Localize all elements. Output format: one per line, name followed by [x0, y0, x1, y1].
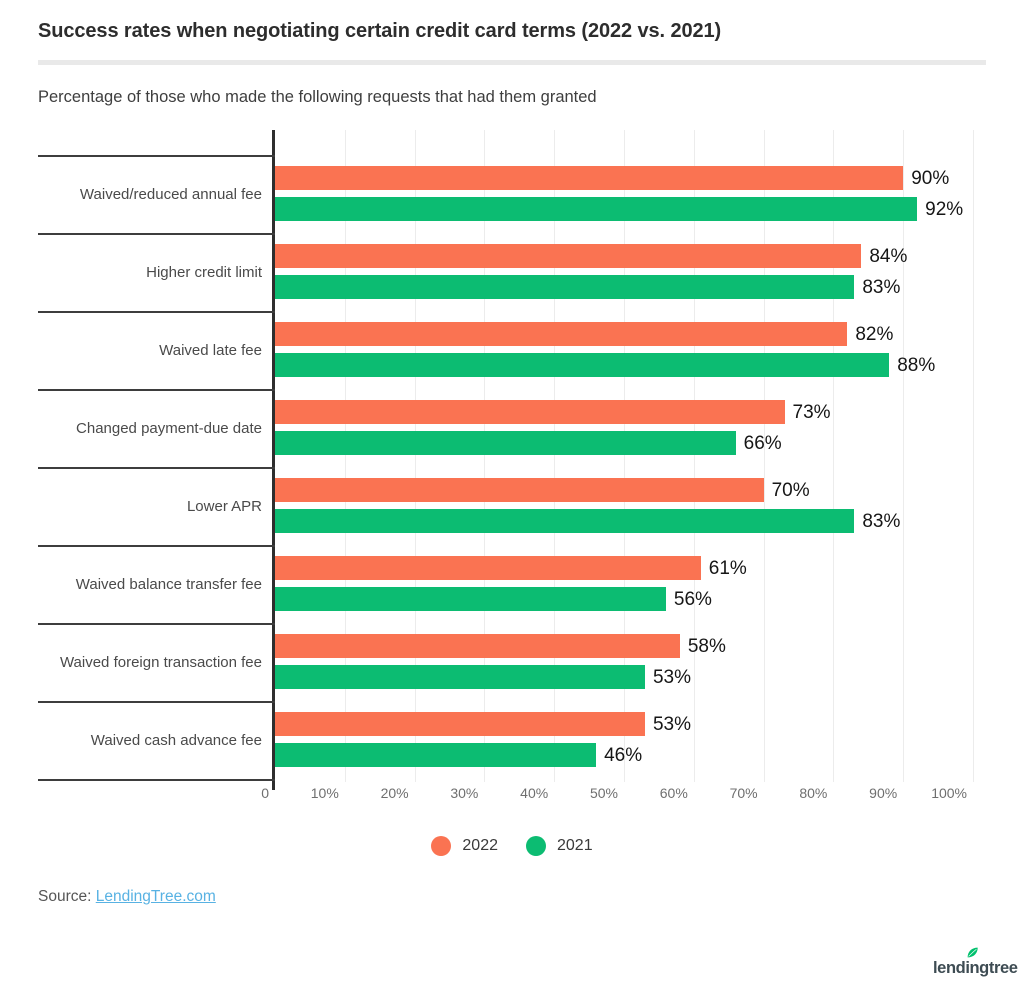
x-tick-label: 70% [729, 785, 758, 801]
legend-label: 2021 [557, 837, 593, 854]
x-tick-label: 40% [520, 785, 549, 801]
gridline [624, 130, 625, 782]
legend-item-2022: 2022 [431, 836, 498, 856]
row-separator [38, 155, 275, 157]
bar-value-label: 46% [604, 745, 643, 766]
bar-2022 [275, 166, 904, 190]
title-divider [38, 60, 986, 65]
bar-2021 [275, 275, 855, 299]
row-separator [38, 779, 275, 781]
bar-2021 [275, 353, 890, 377]
leaf-icon [967, 947, 978, 958]
row-separator [38, 233, 275, 235]
x-tick-label: 100% [931, 785, 967, 801]
lendingtree-logo: lendingtree [933, 946, 1019, 982]
bar-2022 [275, 556, 701, 580]
bar-2021 [275, 197, 918, 221]
bar-2021 [275, 743, 597, 767]
bar-2021 [275, 431, 736, 455]
bar-value-label: 83% [862, 511, 901, 532]
bar-value-label: 90% [911, 168, 950, 189]
legend-dot-icon [526, 836, 546, 856]
category-label: Waived foreign transaction fee [59, 653, 262, 671]
legend-dot-icon [431, 836, 452, 856]
category-label: Higher credit limit [146, 263, 262, 281]
bar-value-label: 53% [652, 714, 691, 735]
category-label: Waived/reduced annual fee [79, 185, 262, 203]
gridline [833, 130, 835, 782]
gridline [344, 130, 346, 782]
bar-value-label: 61% [708, 558, 747, 579]
source-label: Source: [38, 888, 92, 905]
x-tick-label: 0 [261, 785, 269, 801]
bar-value-label: 82% [855, 324, 894, 345]
gridline [763, 130, 765, 782]
bar-value-label: 53% [652, 667, 691, 688]
gridline [484, 130, 486, 782]
row-separator [38, 545, 275, 547]
bar-value-label: 92% [925, 199, 964, 220]
category-label: Lower APR [186, 497, 262, 515]
bar-value-label: 88% [897, 355, 936, 376]
logo-text: lendingtree [933, 959, 1018, 977]
legend-item-2021: 2021 [526, 836, 593, 856]
bar-value-label: 66% [743, 433, 782, 454]
bar-2021 [275, 509, 855, 533]
bar-2022 [275, 322, 848, 346]
category-label: Waived cash advance fee [90, 731, 262, 749]
category-label: Waived late fee [159, 341, 262, 359]
gridline [693, 130, 695, 782]
bar-value-label: 83% [862, 277, 901, 298]
x-tick-label: 20% [380, 785, 409, 801]
x-tick-label: 10% [310, 785, 339, 801]
bar-value-label: 56% [673, 589, 712, 610]
chart-subtitle: Percentage of those who made the followi… [38, 88, 597, 106]
source-link[interactable]: LendingTree.com [95, 888, 216, 905]
legend-label: 2022 [462, 837, 498, 854]
x-tick-label: 50% [589, 785, 618, 801]
bar-chart: 0 10% 20% 30% 40% 50% 60% 70% 80% 90% 100% Waived/r… [0, 130, 1024, 810]
x-tick-label: 90% [869, 785, 898, 801]
category-label: Changed payment-due date [76, 419, 262, 437]
bar-2021 [275, 587, 666, 611]
bar-value-label: 73% [792, 402, 831, 423]
bar-value-label: 70% [771, 480, 810, 501]
row-separator [38, 389, 275, 391]
row-separator [38, 311, 275, 313]
category-label: Waived balance transfer fee [75, 575, 262, 593]
bar-value-label: 84% [869, 246, 908, 267]
source-line: Source: LendingTree.com [38, 888, 216, 906]
page-title: Success rates when negotiating certain c… [38, 20, 722, 42]
bar-2022 [275, 634, 680, 658]
x-tick-label: 30% [450, 785, 479, 801]
row-separator [38, 701, 275, 703]
bar-2022 [275, 712, 645, 736]
y-axis-line [272, 130, 275, 790]
x-tick-label: 80% [799, 785, 828, 801]
bar-2021 [275, 665, 645, 689]
bar-2022 [275, 244, 862, 268]
row-separator [38, 467, 275, 469]
bar-value-label: 58% [687, 636, 726, 657]
gridline [973, 130, 974, 782]
bar-2022 [275, 478, 764, 502]
gridline [903, 130, 905, 782]
chart-legend: 2022 2021 [0, 836, 1024, 856]
gridline [414, 130, 416, 782]
x-tick-label: 60% [659, 785, 688, 801]
bar-2022 [275, 400, 785, 424]
row-separator [38, 623, 275, 625]
gridline [554, 130, 556, 782]
